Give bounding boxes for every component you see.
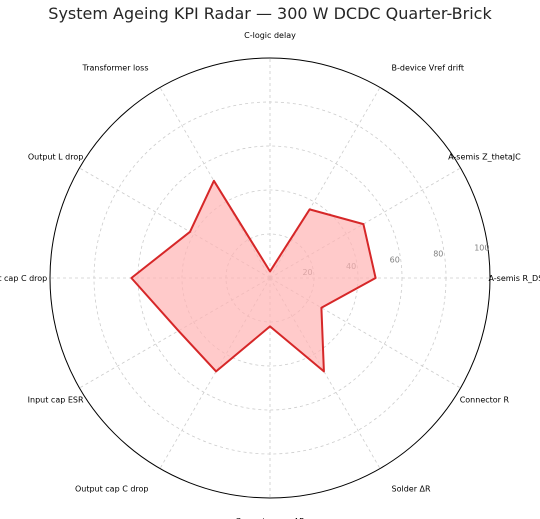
category-label: Connector R [460, 396, 510, 405]
radar-data [130, 179, 377, 373]
series-fill [131, 180, 376, 372]
r-tick-label: 60 [390, 256, 400, 265]
r-tick-label: 80 [433, 250, 443, 259]
category-label: Transformer loss [82, 64, 149, 73]
outer-frame [49, 57, 491, 499]
category-label: Output cap C drop [75, 484, 149, 493]
category-label: B-device Vref drift [392, 64, 464, 73]
category-label: A-semis R_DS(on) [488, 274, 540, 283]
radar-labels: A-semis R_DS(on) A-semis Z_thetaJC B-devic… [0, 31, 540, 519]
category-label: Input cap C drop [0, 274, 47, 283]
category-label: C-logic delay [244, 31, 296, 40]
category-label: A-semis Z_thetaJC [448, 153, 521, 162]
chart-title: System Ageing KPI Radar — 300 W DCDC Qua… [48, 4, 492, 23]
category-label: Input cap ESR [28, 396, 84, 405]
r-tick-label: 100 [474, 243, 489, 252]
category-label: Solder ΔR [392, 484, 432, 493]
category-label: Output L drop [28, 153, 84, 162]
category-label: Current sense ΔR [235, 517, 305, 519]
grid-ring [93, 101, 447, 455]
